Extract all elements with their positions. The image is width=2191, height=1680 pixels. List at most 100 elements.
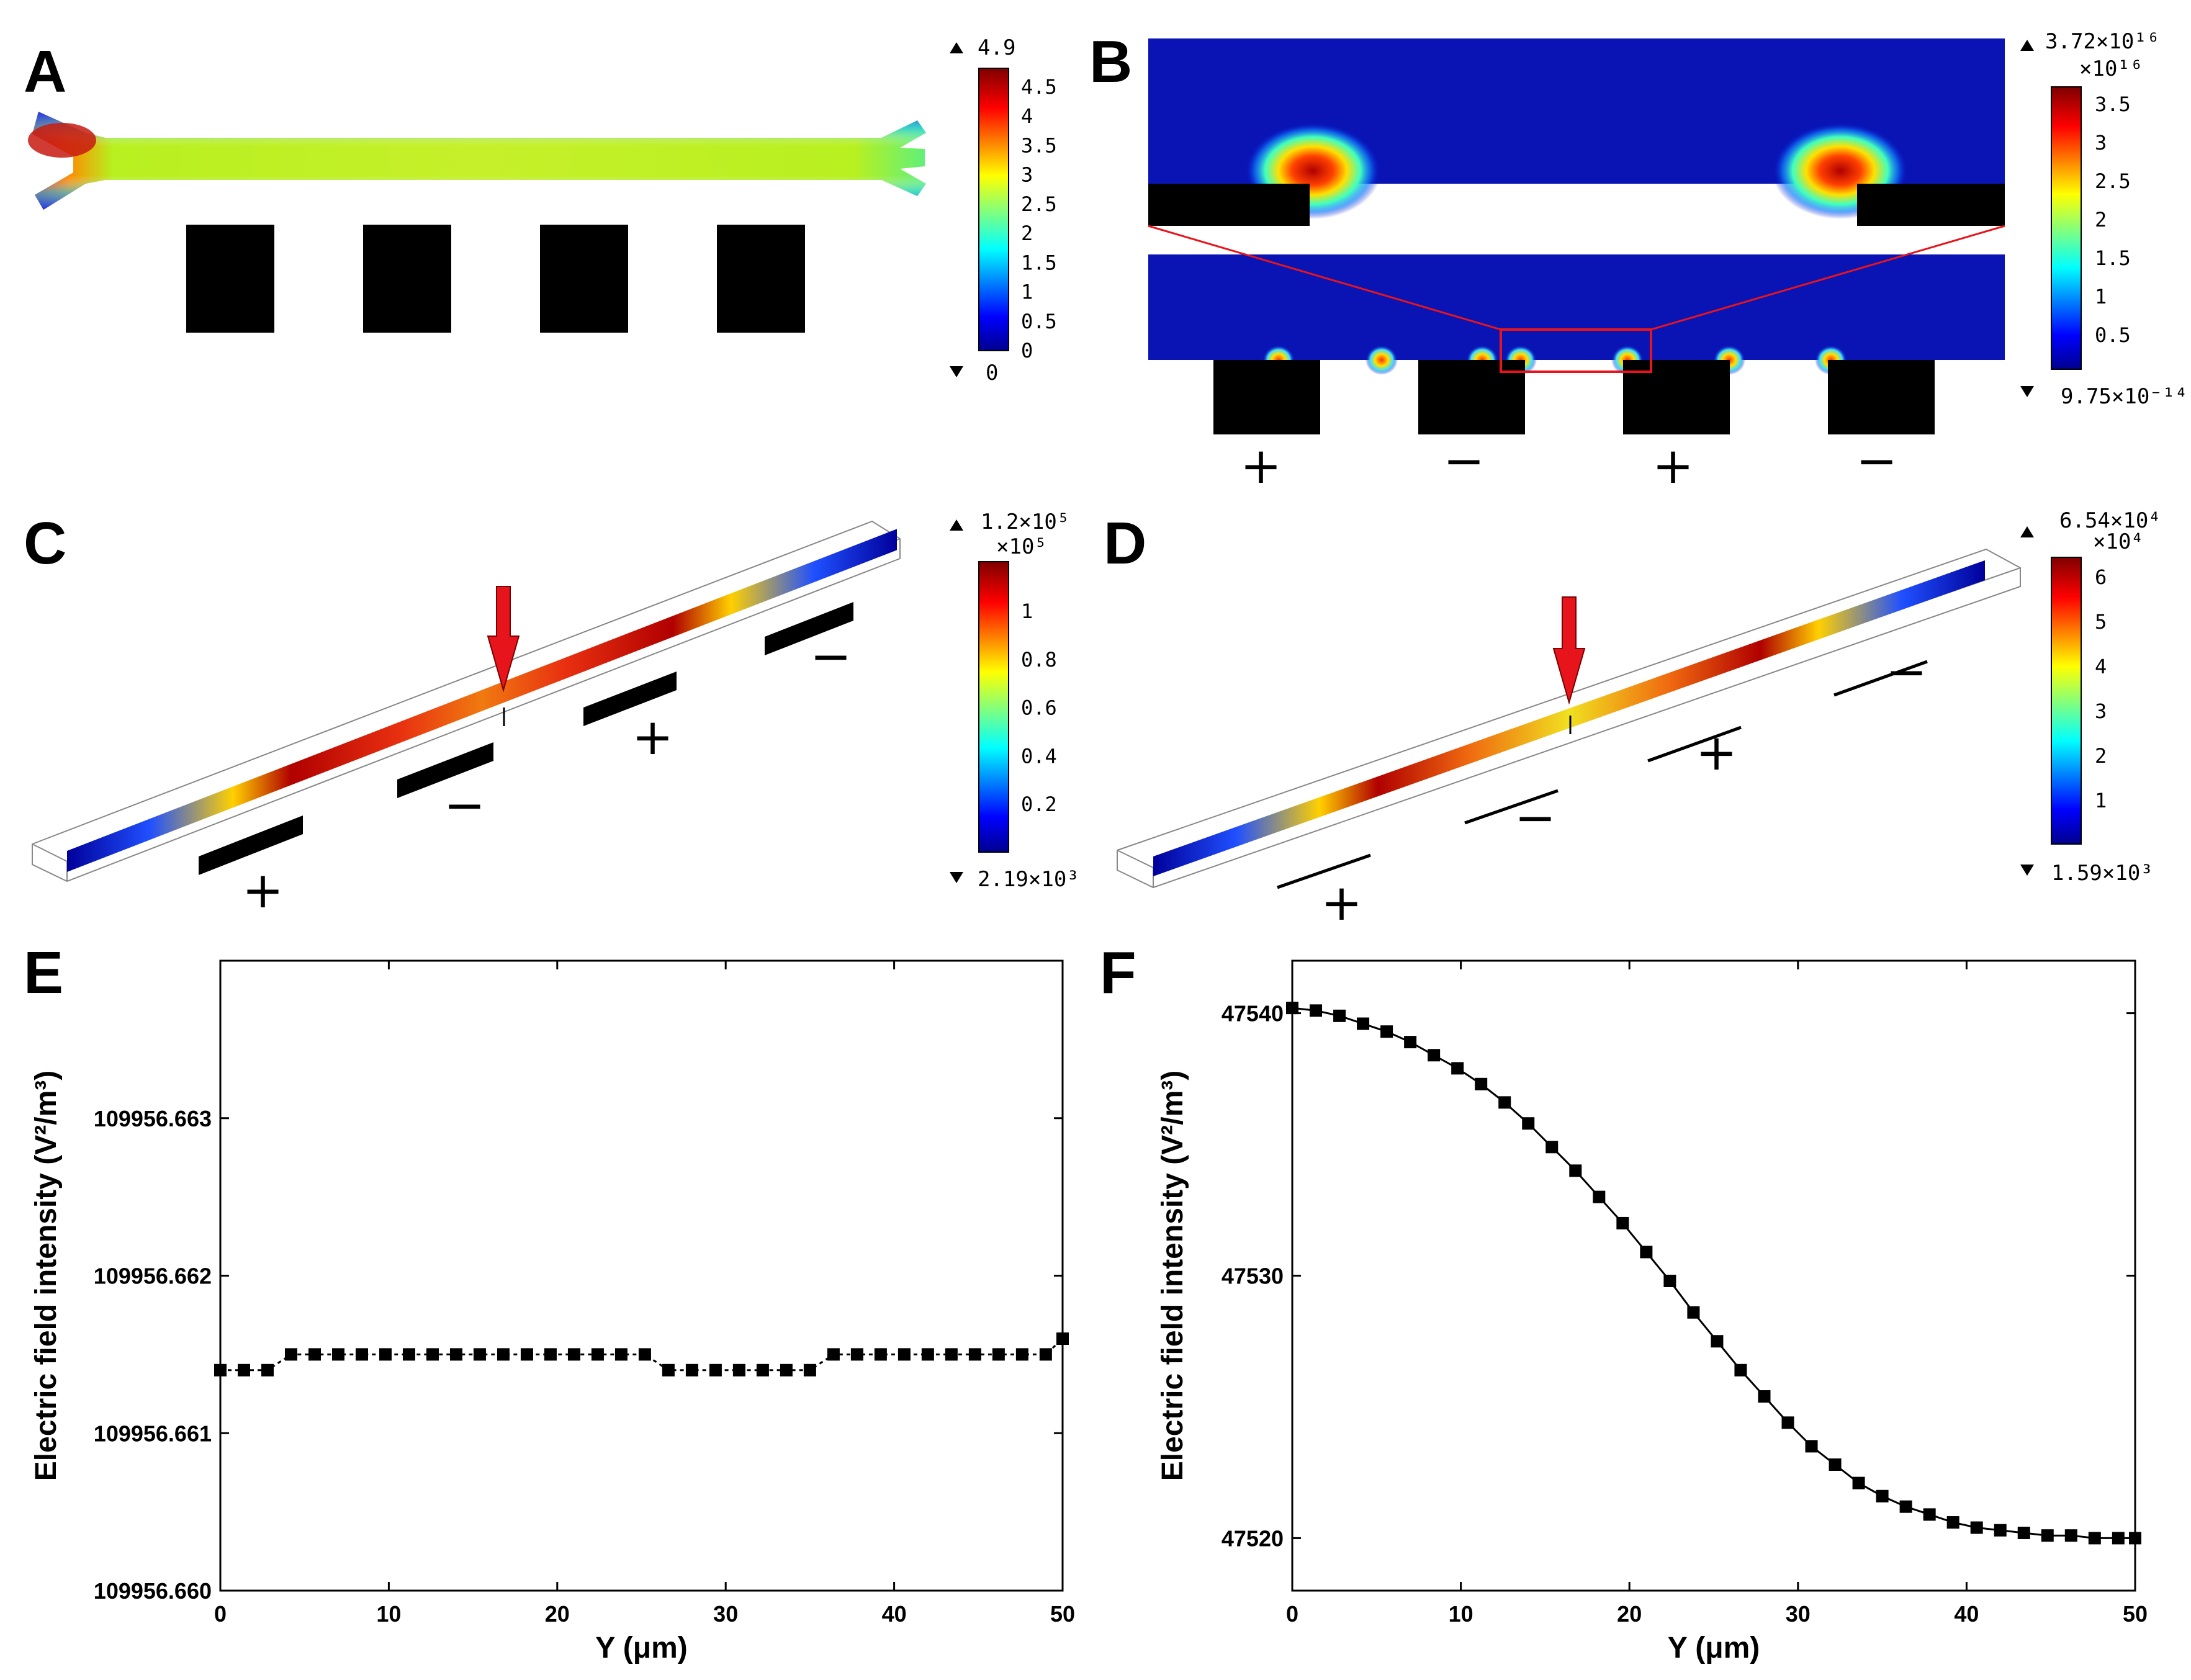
data-point	[662, 1363, 675, 1377]
y-tick-label: 109956.661	[94, 1421, 212, 1446]
data-point	[426, 1348, 439, 1361]
data-point	[992, 1348, 1005, 1361]
electrode-signs-d: + − + −	[1321, 643, 1927, 932]
data-point	[2129, 1532, 2141, 1545]
data-point	[567, 1348, 580, 1361]
panel-c: C + − + − 1.2×10⁵ ×10⁵	[24, 510, 1079, 919]
colorbar-tick-label: 1	[2095, 285, 2107, 308]
data-point	[1899, 1500, 1912, 1513]
panel-label-c: C	[24, 510, 66, 577]
data-point	[1593, 1190, 1606, 1203]
electrode-signs-c: + − + −	[242, 627, 852, 919]
data-point	[638, 1348, 651, 1361]
data-point	[685, 1363, 698, 1377]
colorbar-d-multiplier: ×10⁴	[2093, 529, 2144, 554]
data-point	[497, 1348, 510, 1361]
data-point	[1994, 1524, 2007, 1537]
data-point	[1404, 1036, 1417, 1049]
panel-label-b: B	[1089, 29, 1132, 95]
plus-sign: +	[1696, 724, 1737, 781]
colorbar-tick-label: 2	[2095, 744, 2107, 768]
colorbar-tick-label: 6	[2095, 565, 2107, 589]
x-axis-label: Y (μm)	[1668, 1632, 1760, 1664]
min-marker-icon	[950, 366, 963, 377]
red-arrow-c	[487, 586, 520, 693]
minus-sign: −	[810, 627, 852, 685]
colorbar-c-ticks: 1 0.8 0.6 0.4 0.2	[1021, 600, 1057, 816]
data-point	[473, 1348, 486, 1361]
arrow-down-icon	[1552, 596, 1586, 705]
min-marker-icon	[950, 872, 963, 883]
max-marker-icon	[950, 42, 963, 53]
x-tick-label: 40	[1954, 1601, 1979, 1627]
data-point	[2112, 1532, 2125, 1545]
colorbar-tick-label: 0.4	[1021, 744, 1057, 768]
minus-sign: −	[1443, 432, 1485, 490]
plot-frame	[219, 959, 1064, 1592]
data-point	[803, 1363, 816, 1377]
electrodes-a	[186, 225, 805, 333]
colorbar-d-min: 1.59×10³	[2051, 861, 2153, 886]
plus-sign: +	[242, 861, 284, 919]
colorbar-tick-label: 1	[1021, 600, 1033, 623]
colorbar-tick-label: 1	[1021, 281, 1033, 304]
minus-sign: −	[1514, 789, 1556, 847]
plus-sign: +	[1321, 874, 1362, 932]
panel-label-f: F	[1100, 940, 1136, 1006]
y-tick-label: 47530	[1221, 1264, 1284, 1289]
colorbar-tick-label: 3	[1021, 163, 1033, 187]
data-point	[1876, 1489, 1889, 1503]
channel-a	[28, 112, 926, 210]
x-tick-label: 0	[1286, 1601, 1298, 1627]
colorbar-d: 6.54×10⁴ ×10⁴ 6 5 4 3 2 1 1.59×10³	[2020, 508, 2161, 886]
data-point	[1056, 1332, 1069, 1345]
data-point	[1428, 1049, 1441, 1062]
data-point	[1663, 1274, 1676, 1287]
data-point	[614, 1348, 628, 1361]
colorbar-tick-label: 0.8	[1021, 648, 1057, 672]
min-marker-icon	[2020, 386, 2034, 397]
data-point	[780, 1363, 793, 1377]
data-point	[214, 1363, 227, 1377]
colorbar-tick-label: 5	[2095, 610, 2107, 634]
x-tick-label: 50	[2123, 1601, 2148, 1627]
data-point	[1946, 1516, 1959, 1529]
minus-sign: −	[1856, 432, 1897, 490]
y-tick-label: 109956.663	[94, 1106, 212, 1131]
data-point	[544, 1348, 557, 1361]
x-tick-label: 30	[1786, 1601, 1811, 1627]
colorbar-d-ticks: 6 5 4 3 2 1	[2095, 565, 2107, 812]
colorbar-tick-label: 0.5	[1021, 310, 1057, 333]
data-point	[1711, 1335, 1724, 1348]
channel-3d-c	[32, 520, 901, 883]
colorbar-tick-label: 3	[2095, 699, 2107, 723]
x-tick-label: 20	[545, 1601, 570, 1627]
x-tick-label: 40	[882, 1601, 907, 1627]
data-point	[850, 1348, 863, 1361]
data-point	[591, 1348, 604, 1361]
colorbar-b-multiplier: ×10¹⁶	[2079, 56, 2143, 81]
data-point	[1852, 1476, 1865, 1489]
data-point	[379, 1348, 392, 1361]
data-point	[827, 1348, 840, 1361]
plot-e: 0 10 20 30 40 50 109956.660 109956.661 109956.66…	[30, 959, 1075, 1664]
data-point	[898, 1348, 911, 1361]
minus-sign: −	[1886, 643, 1927, 701]
arrow-down-icon	[487, 586, 520, 693]
data-point	[1616, 1216, 1629, 1229]
data-point	[2088, 1532, 2101, 1545]
data-point	[921, 1348, 934, 1361]
plus-sign: +	[632, 708, 673, 766]
data-point	[1475, 1077, 1488, 1090]
data-point	[709, 1363, 722, 1377]
panel-a: A 4.9 4.5 4 3.5 3 2.5 2 1.5 1 0.5 0 0	[24, 35, 1057, 385]
panel-label-a: A	[24, 38, 66, 105]
data-point	[1758, 1390, 1771, 1403]
data-point	[284, 1348, 297, 1361]
data-point	[1569, 1164, 1582, 1177]
colorbar-c-multiplier: ×10⁵	[996, 534, 1047, 559]
colorbar-tick-label: 0.2	[1021, 793, 1057, 816]
data-point	[1498, 1096, 1511, 1109]
colorbar-a-min: 0	[986, 361, 998, 385]
